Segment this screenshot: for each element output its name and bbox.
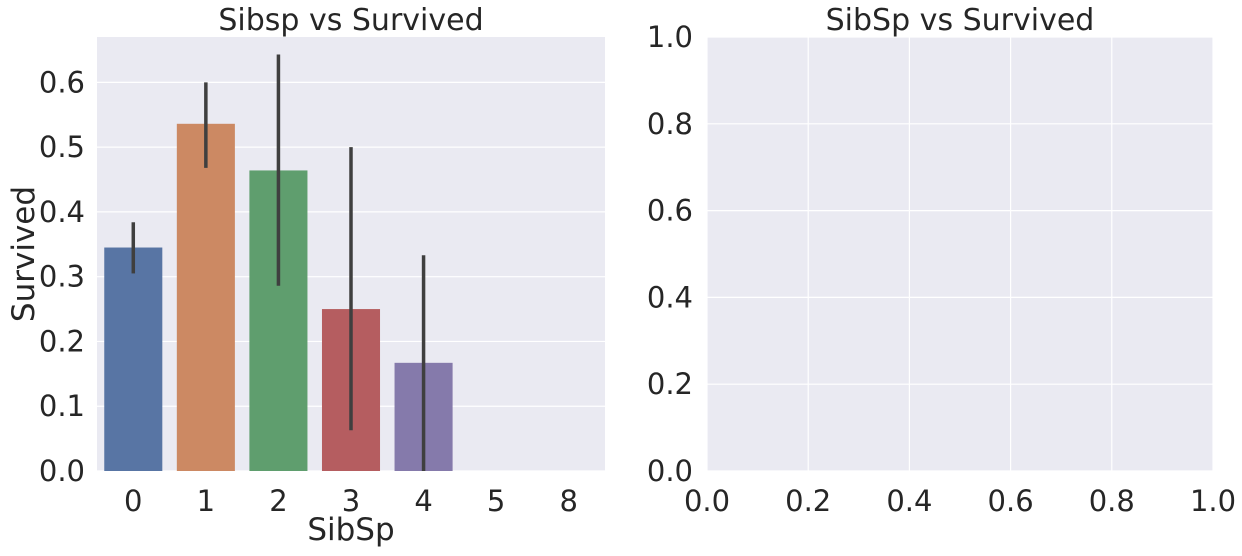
- right-x-tick-labels: 0.0 0.2 0.4 0.6 0.8 1.0: [684, 484, 1236, 518]
- right-x-tick-label: 0.2: [785, 484, 831, 518]
- left-x-tick-labels: 0 1 2 3 4 5 8: [124, 484, 578, 518]
- right-gridlines: [706, 36, 1214, 472]
- left-x-tick-label: 1: [197, 484, 215, 518]
- left-error-bars: [131, 54, 426, 471]
- left-x-tick-label: 5: [487, 484, 505, 518]
- right-x-tick-label: 1.0: [1190, 484, 1236, 518]
- left-x-tick-label: 8: [559, 484, 577, 518]
- right-plot-background: [707, 37, 1213, 471]
- left-x-tick-label: 4: [414, 484, 432, 518]
- bar-sibsp-0: [104, 247, 163, 471]
- right-x-tick-label: 0.8: [1089, 484, 1135, 518]
- right-x-tick-label: 0.6: [988, 484, 1034, 518]
- right-y-tick-labels: 0.0 0.2 0.4 0.6 0.8 1.0: [647, 20, 693, 488]
- left-chart-panel: 0.0 0.1 0.2 0.3 0.4 0.5 0.6 0 1 2 3 4 5 8 Sibsp vs S…: [6, 3, 605, 548]
- right-chart-title: SibSp vs Survived: [826, 3, 1095, 38]
- left-y-axis-label: Survived: [6, 186, 42, 322]
- right-x-tick-label: 0.0: [684, 484, 730, 518]
- bar-sibsp-1: [176, 123, 235, 472]
- right-x-tick-label: 0.4: [886, 484, 932, 518]
- right-y-tick-label: 0.6: [647, 194, 693, 228]
- right-chart-panel: 0.0 0.2 0.4 0.6 0.8 1.0 0.0 0.2 0.4 0.6 0.8 1.0 Si…: [647, 3, 1236, 518]
- right-y-tick-label: 1.0: [647, 20, 693, 54]
- left-y-tick-label: 0.5: [39, 130, 85, 164]
- left-y-tick-label: 0.4: [39, 195, 85, 229]
- left-y-tick-label: 0.0: [39, 454, 85, 488]
- left-y-tick-label: 0.2: [39, 324, 85, 358]
- left-x-tick-label: 3: [342, 484, 360, 518]
- left-chart-title: Sibsp vs Survived: [218, 3, 483, 38]
- left-y-tick-label: 0.6: [39, 65, 85, 99]
- right-y-tick-label: 0.4: [647, 280, 693, 314]
- left-bars: [104, 123, 453, 472]
- left-y-tick-labels: 0.0 0.1 0.2 0.3 0.4 0.5 0.6: [39, 65, 85, 488]
- right-y-tick-label: 0.8: [647, 107, 693, 141]
- left-x-tick-label: 0: [124, 484, 142, 518]
- left-x-axis-label: SibSp: [307, 512, 394, 548]
- left-y-tick-label: 0.1: [39, 389, 85, 423]
- left-x-tick-label: 2: [269, 484, 287, 518]
- right-y-tick-label: 0.2: [647, 367, 693, 401]
- left-y-tick-label: 0.3: [39, 260, 85, 294]
- right-y-tick-label: 0.0: [647, 454, 693, 488]
